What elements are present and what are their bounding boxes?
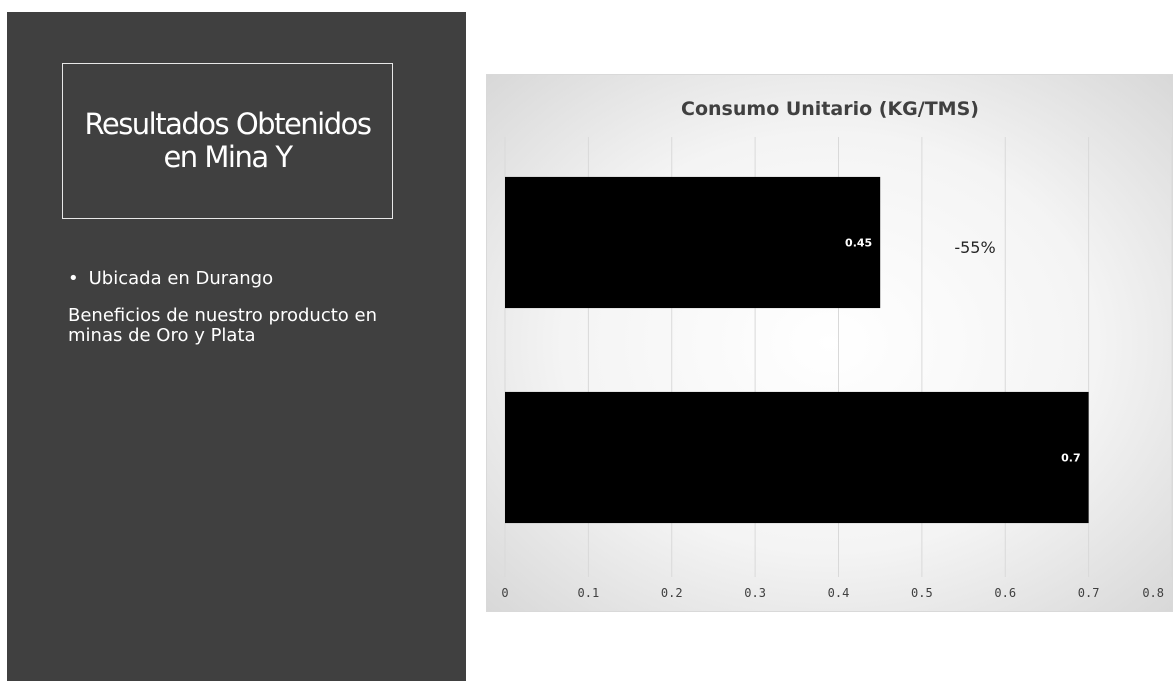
body-paragraph: Beneficios de nuestro producto en minas …	[68, 305, 377, 347]
bullet-dot-icon: •	[68, 268, 79, 289]
x-tick-label: 0.5	[911, 586, 933, 600]
x-tick-label: 0.3	[744, 586, 766, 600]
title-panel	[7, 12, 466, 681]
x-tick-label: 0.8	[1142, 586, 1164, 600]
slide-title-line-2: en Mina Y	[163, 140, 293, 174]
data-label: 0.45	[845, 237, 872, 250]
x-tick-label: 0.6	[994, 586, 1016, 600]
data-labels: 0.45 0.7	[845, 237, 1081, 465]
bullet-text: Ubicada en Durango	[88, 268, 274, 289]
bar	[505, 391, 1089, 524]
x-tick-label: 0.2	[661, 586, 683, 600]
slide-title-line-1: Resultados Obtenidos	[84, 106, 373, 141]
x-tick-label: 0.4	[828, 586, 850, 600]
x-tick-label: 0	[501, 586, 508, 600]
bars	[505, 176, 1089, 524]
data-label: 0.7	[1061, 452, 1081, 465]
x-tick-label: 0.7	[1078, 586, 1100, 600]
chart-title: Consumo Unitario (KG/TMS)	[681, 98, 979, 120]
x-tick-label: 0.1	[578, 586, 600, 600]
slide-title: Resultados Obtenidos en Mina Y	[62, 63, 393, 219]
bullet-item: • Ubicada en Durango	[68, 268, 273, 289]
bar	[505, 176, 881, 309]
chart-area: Consumo Unitario (KG/TMS) 0.45 0.7 0 0.1 0.…	[486, 74, 1173, 612]
x-axis-ticks: 0 0.1 0.2 0.3 0.4 0.5 0.6 0.7 0.8	[501, 586, 1164, 600]
percent-change-annotation: -55%	[954, 238, 995, 257]
bar-chart: Consumo Unitario (KG/TMS) 0.45 0.7 0 0.1 0.…	[501, 98, 1172, 600]
